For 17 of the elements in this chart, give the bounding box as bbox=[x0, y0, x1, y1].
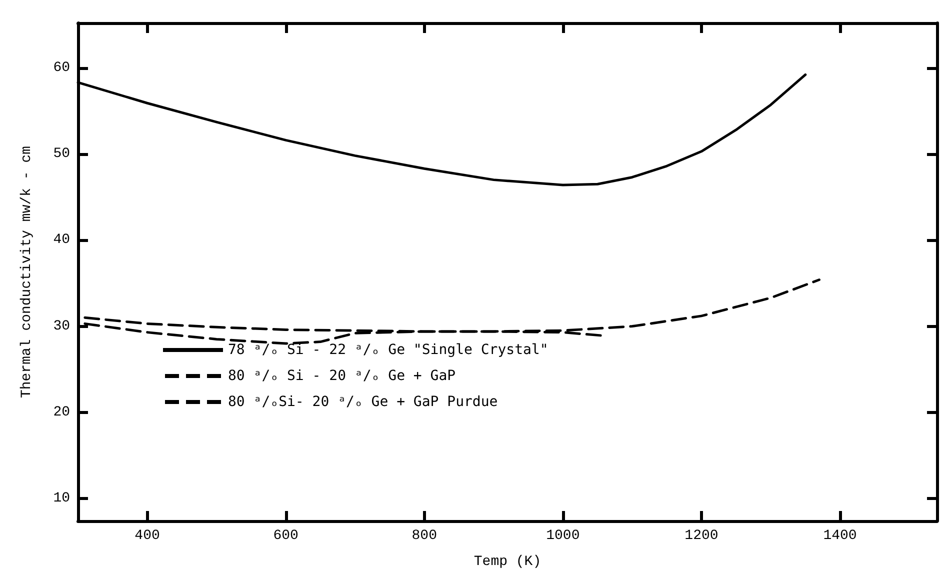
legend-label: 78 ᵃ/ₒ Si - 22 ᵃ/ₒ Ge "Single Crystal" bbox=[228, 342, 548, 358]
y-tick-label: 30 bbox=[53, 318, 70, 334]
y-axis-title: Thermal conductivity mw/k - cm bbox=[19, 146, 35, 398]
x-tick-label: 1000 bbox=[546, 528, 580, 544]
x-tick-label: 400 bbox=[134, 528, 160, 544]
legend-label: 80 ᵃ/ₒ Si - 20 ᵃ/ₒ Ge + GaP bbox=[228, 368, 456, 384]
x-tick-label: 800 bbox=[412, 528, 437, 544]
y-tick-label: 60 bbox=[53, 60, 70, 76]
legend-label: 80 ᵃ/ₒSi- 20 ᵃ/ₒ Ge + GaP Purdue bbox=[228, 394, 498, 410]
y-tick-label: 50 bbox=[53, 146, 70, 162]
x-tick-label: 600 bbox=[273, 528, 298, 544]
y-tick-label: 40 bbox=[53, 232, 70, 248]
y-tick-label: 20 bbox=[53, 404, 70, 420]
y-tick-label: 10 bbox=[53, 490, 70, 507]
x-axis-title: Temp (K) bbox=[474, 554, 542, 570]
x-tick-label: 1400 bbox=[823, 528, 857, 544]
x-tick-label: 1200 bbox=[684, 528, 718, 544]
